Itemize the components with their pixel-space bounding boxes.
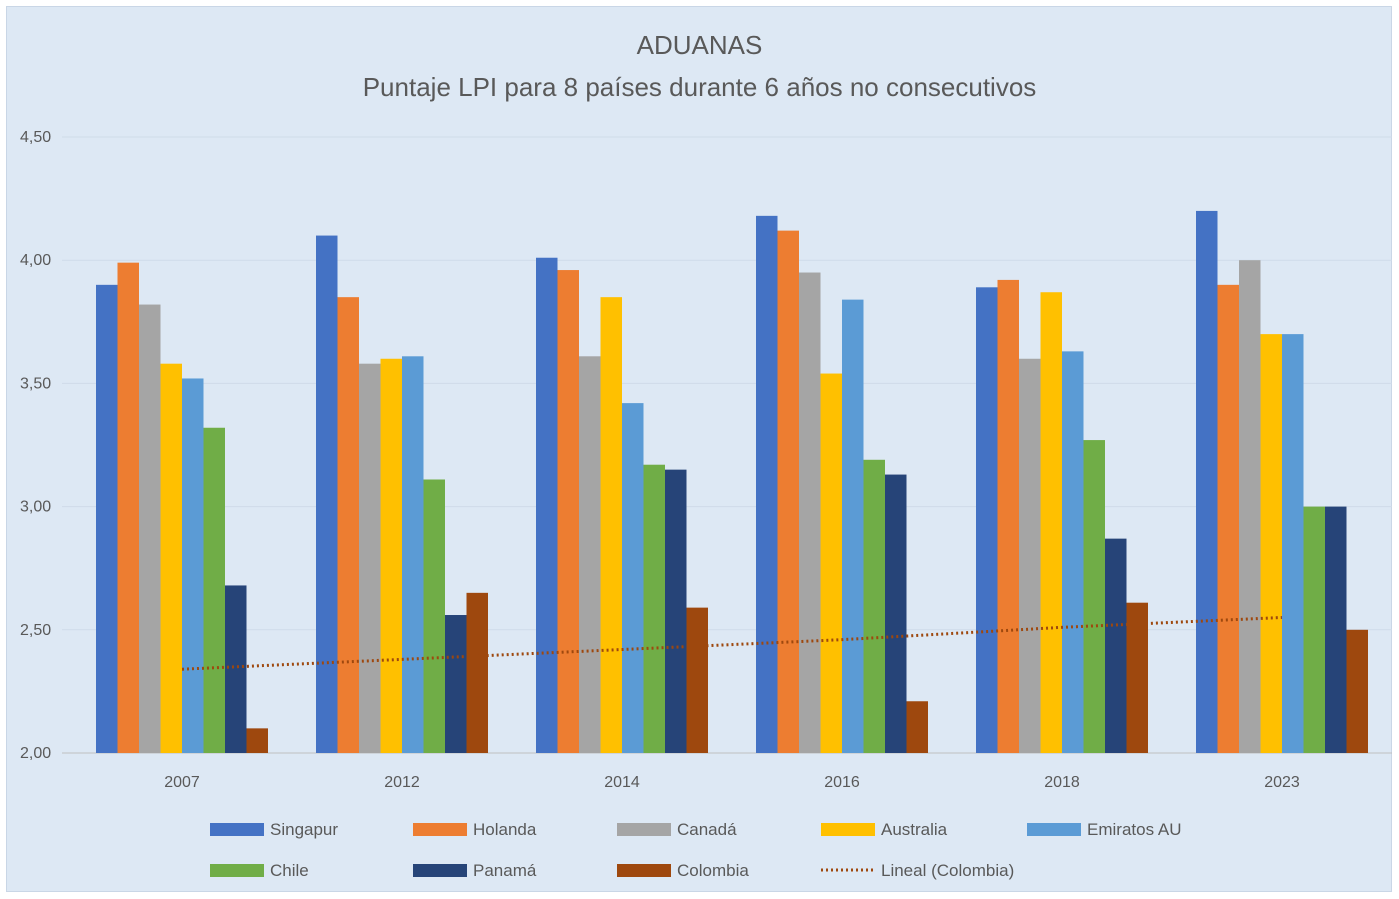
legend-label: Chile xyxy=(270,861,309,880)
legend-label: Colombia xyxy=(677,861,749,880)
y-tick-label: 3,00 xyxy=(20,499,51,516)
legend-label: Holanda xyxy=(473,820,537,839)
bar xyxy=(1260,334,1282,753)
legend-swatch xyxy=(210,823,264,836)
legend-swatch xyxy=(413,864,467,877)
bars xyxy=(96,210,1368,754)
bar xyxy=(622,403,644,753)
bar xyxy=(820,373,842,753)
bar xyxy=(1040,292,1062,753)
y-tick-label: 4,50 xyxy=(20,129,51,146)
y-tick-label: 2,50 xyxy=(20,622,51,639)
bar xyxy=(1083,440,1105,753)
bar xyxy=(139,304,161,753)
bar xyxy=(316,235,338,753)
bar xyxy=(225,585,247,753)
bar xyxy=(1325,506,1347,753)
bar xyxy=(557,270,579,753)
legend-label: Australia xyxy=(881,820,948,839)
bar xyxy=(246,728,268,753)
chart-title: ADUANAS xyxy=(636,30,763,60)
bar xyxy=(96,284,118,753)
bar xyxy=(402,356,424,753)
x-tick-label: 2018 xyxy=(1044,774,1080,791)
bar xyxy=(799,272,821,753)
bar xyxy=(466,592,488,753)
bar xyxy=(1217,284,1239,753)
bar xyxy=(203,427,225,753)
legend-swatch xyxy=(413,823,467,836)
bar xyxy=(777,230,799,753)
legend-swatch xyxy=(1027,823,1081,836)
bar xyxy=(1105,538,1127,753)
chart-subtitle: Puntaje LPI para 8 países durante 6 años… xyxy=(362,72,1037,102)
bar xyxy=(445,615,467,753)
y-tick-label: 3,50 xyxy=(20,375,51,392)
gridlines xyxy=(62,136,1392,754)
bar xyxy=(579,356,601,753)
x-tick-label: 2016 xyxy=(824,774,860,791)
legend-swatch xyxy=(617,864,671,877)
bar xyxy=(1196,210,1218,754)
legend-label: Singapur xyxy=(270,820,338,839)
bar xyxy=(1126,602,1148,753)
bar xyxy=(359,363,381,753)
bar xyxy=(686,607,708,753)
bar xyxy=(1282,334,1304,753)
x-tick-label: 2007 xyxy=(164,774,200,791)
x-axis: 2007 2012 2014 2016 2018 2023 xyxy=(164,774,1300,791)
legend-label: Lineal (Colombia) xyxy=(881,861,1014,880)
legend-label: Canadá xyxy=(677,820,737,839)
trendline-colombia xyxy=(181,615,1283,671)
bar xyxy=(1303,506,1325,753)
legend-swatch xyxy=(210,864,264,877)
bar xyxy=(117,262,139,753)
bar xyxy=(600,297,622,753)
legend-swatch xyxy=(617,823,671,836)
bar xyxy=(842,299,864,753)
bar xyxy=(863,459,885,753)
bar xyxy=(160,363,182,753)
bar xyxy=(337,297,359,753)
y-axis: 2,00 2,50 3,00 3,50 4,00 4,50 xyxy=(20,129,51,762)
y-tick-label: 4,00 xyxy=(20,252,51,269)
bar xyxy=(1019,358,1041,753)
bar xyxy=(976,287,998,753)
x-tick-label: 2012 xyxy=(384,774,420,791)
bar xyxy=(756,215,778,753)
legend: Singapur Holanda Canadá Australia Emiratos A… xyxy=(210,820,1181,880)
bar xyxy=(1346,629,1368,753)
trendline xyxy=(181,615,1283,671)
bar xyxy=(665,469,687,753)
bar xyxy=(643,464,665,753)
legend-label: Emiratos AU xyxy=(1087,820,1181,839)
bar xyxy=(380,358,402,753)
bar xyxy=(182,378,204,753)
legend-label: Panamá xyxy=(473,861,537,880)
x-tick-label: 2023 xyxy=(1264,774,1300,791)
x-tick-label: 2014 xyxy=(604,774,640,791)
y-tick-label: 2,00 xyxy=(20,745,51,762)
bar xyxy=(536,257,558,753)
bar xyxy=(997,279,1019,753)
legend-swatch xyxy=(821,823,875,836)
bar xyxy=(906,701,928,753)
bar xyxy=(423,479,445,753)
bar xyxy=(1239,260,1261,753)
bar xyxy=(1062,351,1084,753)
bar xyxy=(885,474,907,753)
